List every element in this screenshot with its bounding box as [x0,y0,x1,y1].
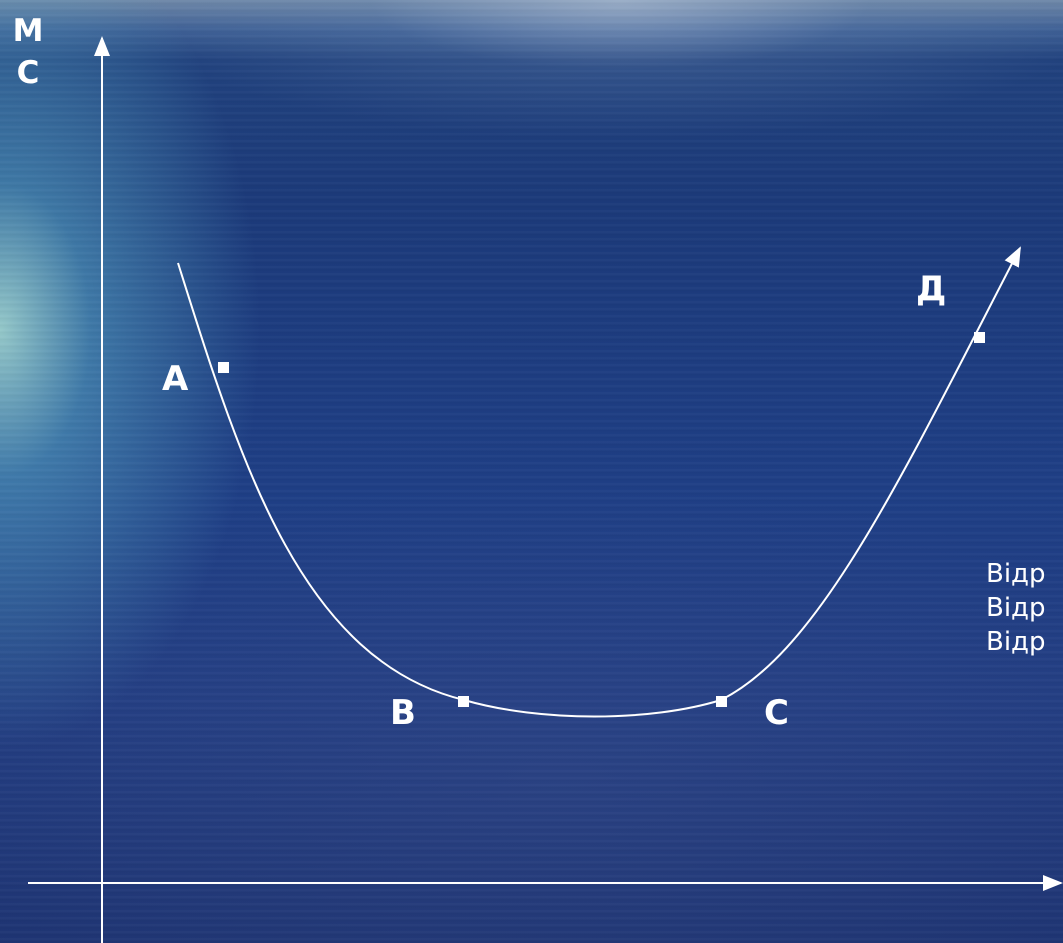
legend-line-3: Відр [986,627,1046,657]
point-c-marker [716,696,727,707]
point-c-label: С [764,693,789,733]
legend-text: Відр Відр Відр [986,557,1046,659]
legend-line-2: Відр [986,593,1046,623]
point-d-label: Д [916,269,947,309]
point-a-label: А [162,359,189,399]
y-axis-label-line2: С [16,55,40,91]
point-b-marker [458,696,469,707]
point-b-label: В [390,693,416,733]
point-a-marker [218,362,229,373]
u-shaped-curve [177,246,1021,718]
y-axis-label: М С [8,10,48,94]
point-d-marker [974,332,985,343]
y-axis-label-line1: М [12,13,44,49]
legend-line-1: Відр [986,559,1046,589]
